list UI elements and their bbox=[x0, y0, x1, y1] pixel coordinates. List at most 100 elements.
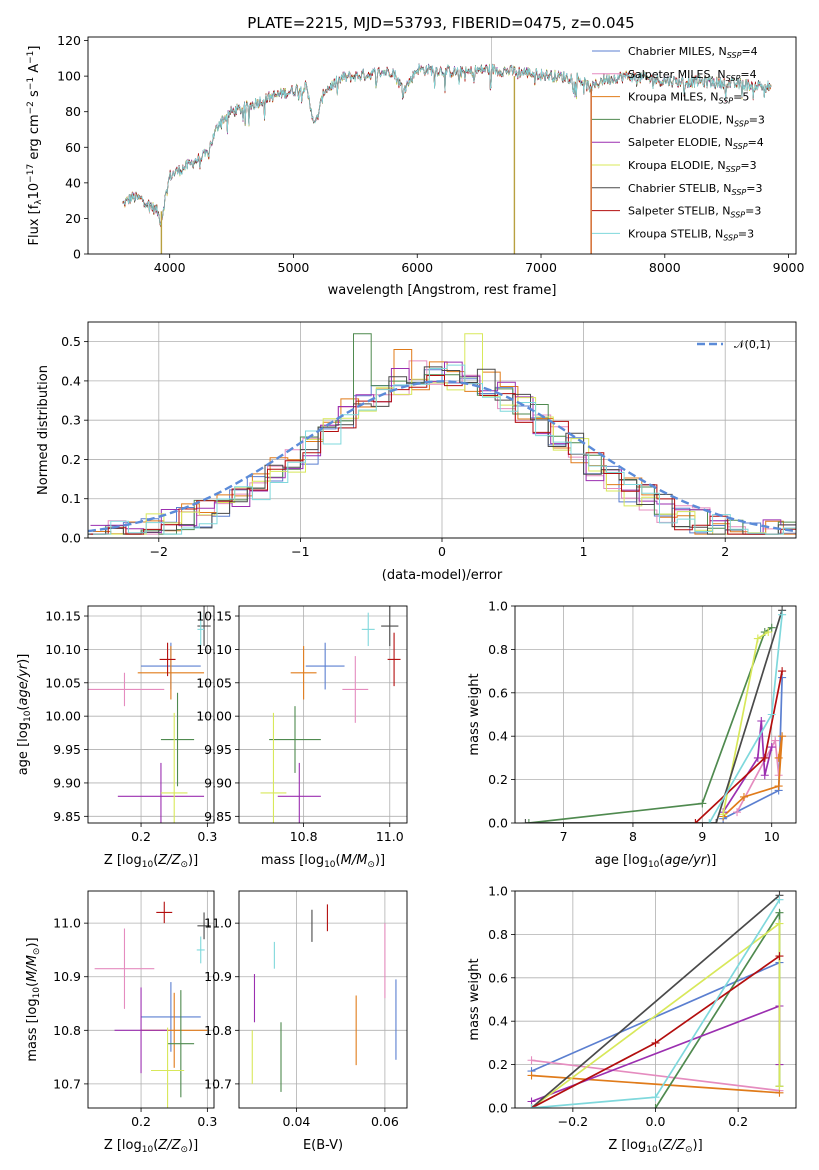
figure-title: PLATE=2215, MJD=53793, FIBERID=0475, z=0… bbox=[247, 14, 634, 32]
y-axis-label: mass weight bbox=[467, 958, 482, 1040]
x-tick-label: 7 bbox=[560, 829, 568, 844]
y-tick-label: 40 bbox=[65, 175, 81, 190]
y-tick-label: 0.1 bbox=[61, 491, 81, 506]
x-tick-label: 0.2 bbox=[131, 829, 151, 844]
mass-weight-marker bbox=[719, 810, 728, 819]
y-tick-label: 10.8 bbox=[53, 1023, 81, 1038]
legend-entry: Chabrier STELIB, NSSP=3 bbox=[628, 182, 762, 197]
mass-weight-vs-age-plot bbox=[521, 606, 787, 823]
mass-weight-marker bbox=[775, 908, 784, 917]
mass-weight-marker bbox=[691, 819, 700, 823]
y-tick-label: 10.7 bbox=[53, 1076, 81, 1091]
mass-weight-marker bbox=[767, 710, 776, 719]
mass-weight-marker bbox=[739, 792, 748, 801]
x-tick-label: −1 bbox=[291, 544, 309, 559]
axes-frame bbox=[238, 890, 408, 1109]
x-tick-label: 0.04 bbox=[283, 1114, 311, 1129]
x-tick-label: 1 bbox=[580, 544, 588, 559]
x-tick-label: 2 bbox=[721, 544, 729, 559]
mass-weight-marker bbox=[527, 1071, 536, 1080]
y-tick-label: 0.2 bbox=[61, 452, 81, 467]
mass-weight-marker bbox=[764, 628, 773, 637]
y-tick-label: 9.95 bbox=[204, 742, 232, 757]
y-tick-label: 9.85 bbox=[204, 809, 232, 824]
y-axis-label: Flux [fλ10−17 erg cm−2 s−1 A−1] bbox=[26, 46, 44, 246]
y-axis-label: mass [log10(M/M⊙)] bbox=[25, 937, 42, 1061]
mass-weight-line-0 bbox=[531, 961, 780, 1072]
mass-weight-marker bbox=[651, 1104, 660, 1108]
legend-entry: Salpeter MILES, NSSP=4 bbox=[628, 68, 757, 83]
x-axis-label: Z [log10(Z/Z⊙)] bbox=[608, 1138, 702, 1155]
y-tick-label: 10.15 bbox=[45, 609, 81, 624]
x-tick-label: 0.0 bbox=[646, 1114, 666, 1129]
mass-vs-ebv-axes: 0.04 0.06 10.7 10.8 10.9 11.0 bbox=[204, 891, 407, 1129]
axes-frame bbox=[87, 321, 797, 539]
y-tick-label: 0.0 bbox=[488, 1101, 508, 1116]
legend-entry: Kroupa ELODIE, NSSP=3 bbox=[628, 159, 757, 174]
age-vs-Z-plot bbox=[88, 606, 211, 823]
y-tick-label: 10.9 bbox=[53, 969, 81, 984]
y-tick-label: 9.90 bbox=[53, 775, 81, 790]
mass-weight-marker bbox=[760, 771, 769, 780]
mass-weight-marker bbox=[775, 919, 784, 928]
legend-entry: Chabrier MILES, NSSP=4 bbox=[628, 45, 758, 60]
mass-weight-vs-Z-plot bbox=[527, 891, 784, 1108]
mass-weight-marker bbox=[651, 1093, 660, 1102]
mass-weight-marker bbox=[753, 753, 762, 762]
y-tick-label: 10.15 bbox=[196, 609, 232, 624]
spectrum-line-8 bbox=[122, 63, 772, 226]
x-tick-label: 9 bbox=[698, 829, 706, 844]
mass-weight-marker bbox=[760, 753, 769, 762]
x-tick-label: −0.2 bbox=[558, 1114, 588, 1129]
mass-weight-marker bbox=[775, 895, 784, 904]
y-tick-label: 0.3 bbox=[61, 413, 81, 428]
x-tick-label: 8 bbox=[629, 829, 637, 844]
y-tick-label: 60 bbox=[65, 140, 81, 155]
x-axis-label: (data-model)/error bbox=[382, 568, 503, 583]
y-tick-label: 120 bbox=[57, 33, 81, 48]
mass-weight-line-6 bbox=[525, 610, 783, 823]
y-tick-label: 0.4 bbox=[488, 1014, 508, 1029]
histogram-series-5 bbox=[93, 333, 796, 535]
y-tick-label: 0.4 bbox=[61, 373, 81, 388]
mass-weight-line-3 bbox=[654, 909, 781, 1108]
x-axis-label: wavelength [Angstrom, rest frame] bbox=[328, 283, 557, 298]
axes-frame bbox=[514, 605, 797, 824]
y-tick-label: 10.10 bbox=[45, 642, 81, 657]
legend-entry: Kroupa STELIB, NSSP=3 bbox=[628, 227, 754, 242]
mass-weight-marker bbox=[774, 753, 783, 762]
x-axis-label: Z [log10(Z/Z⊙)] bbox=[104, 853, 198, 870]
axes-frame bbox=[87, 890, 215, 1109]
legend-entry: Salpeter ELODIE, NSSP=4 bbox=[628, 136, 764, 151]
y-tick-label: 9.85 bbox=[53, 809, 81, 824]
x-axis-label: mass [log10(M/M⊙)] bbox=[261, 853, 385, 870]
mass-weight-marker bbox=[527, 1056, 536, 1065]
y-tick-label: 0 bbox=[73, 247, 81, 262]
y-tick-label: 0.5 bbox=[61, 334, 81, 349]
mass-vs-Z-plot bbox=[94, 901, 211, 1108]
mass-weight-line-6 bbox=[530, 894, 781, 1108]
y-tick-label: 0.8 bbox=[488, 642, 508, 657]
mass-weight-line-2 bbox=[531, 1074, 780, 1094]
x-tick-label: 0.3 bbox=[197, 1114, 217, 1129]
y-tick-label: 10.00 bbox=[196, 709, 232, 724]
y-tick-label: 10.7 bbox=[204, 1076, 232, 1091]
mass-weight-marker bbox=[698, 799, 707, 808]
mass-weight-marker bbox=[767, 743, 776, 752]
mass-weight-marker bbox=[775, 952, 784, 961]
y-tick-label: 11.0 bbox=[204, 916, 232, 931]
x-tick-label: 7000 bbox=[525, 260, 557, 275]
y-tick-label: 9.95 bbox=[53, 742, 81, 757]
x-axis-label: age [log10(age/yr)] bbox=[595, 853, 717, 870]
age-vs-mass-axes: 10.8 11.0 9.85 9.90 9.95 10.00 10.05 10.10 10.15 bbox=[196, 606, 407, 844]
x-tick-label: −2 bbox=[150, 544, 168, 559]
x-tick-label: 0 bbox=[438, 544, 446, 559]
y-tick-label: 0.2 bbox=[488, 772, 508, 787]
x-tick-label: 9000 bbox=[773, 260, 805, 275]
y-tick-label: 100 bbox=[57, 69, 81, 84]
x-tick-label: 4000 bbox=[154, 260, 186, 275]
y-tick-label: 0.0 bbox=[61, 531, 81, 546]
mass-vs-ebv-plot bbox=[251, 904, 397, 1092]
y-tick-label: 80 bbox=[65, 104, 81, 119]
mass-weight-vs-age-axes: 7 8 9 10 0.0 0.2 0.4 0.6 0.8 1.0 bbox=[488, 599, 796, 844]
